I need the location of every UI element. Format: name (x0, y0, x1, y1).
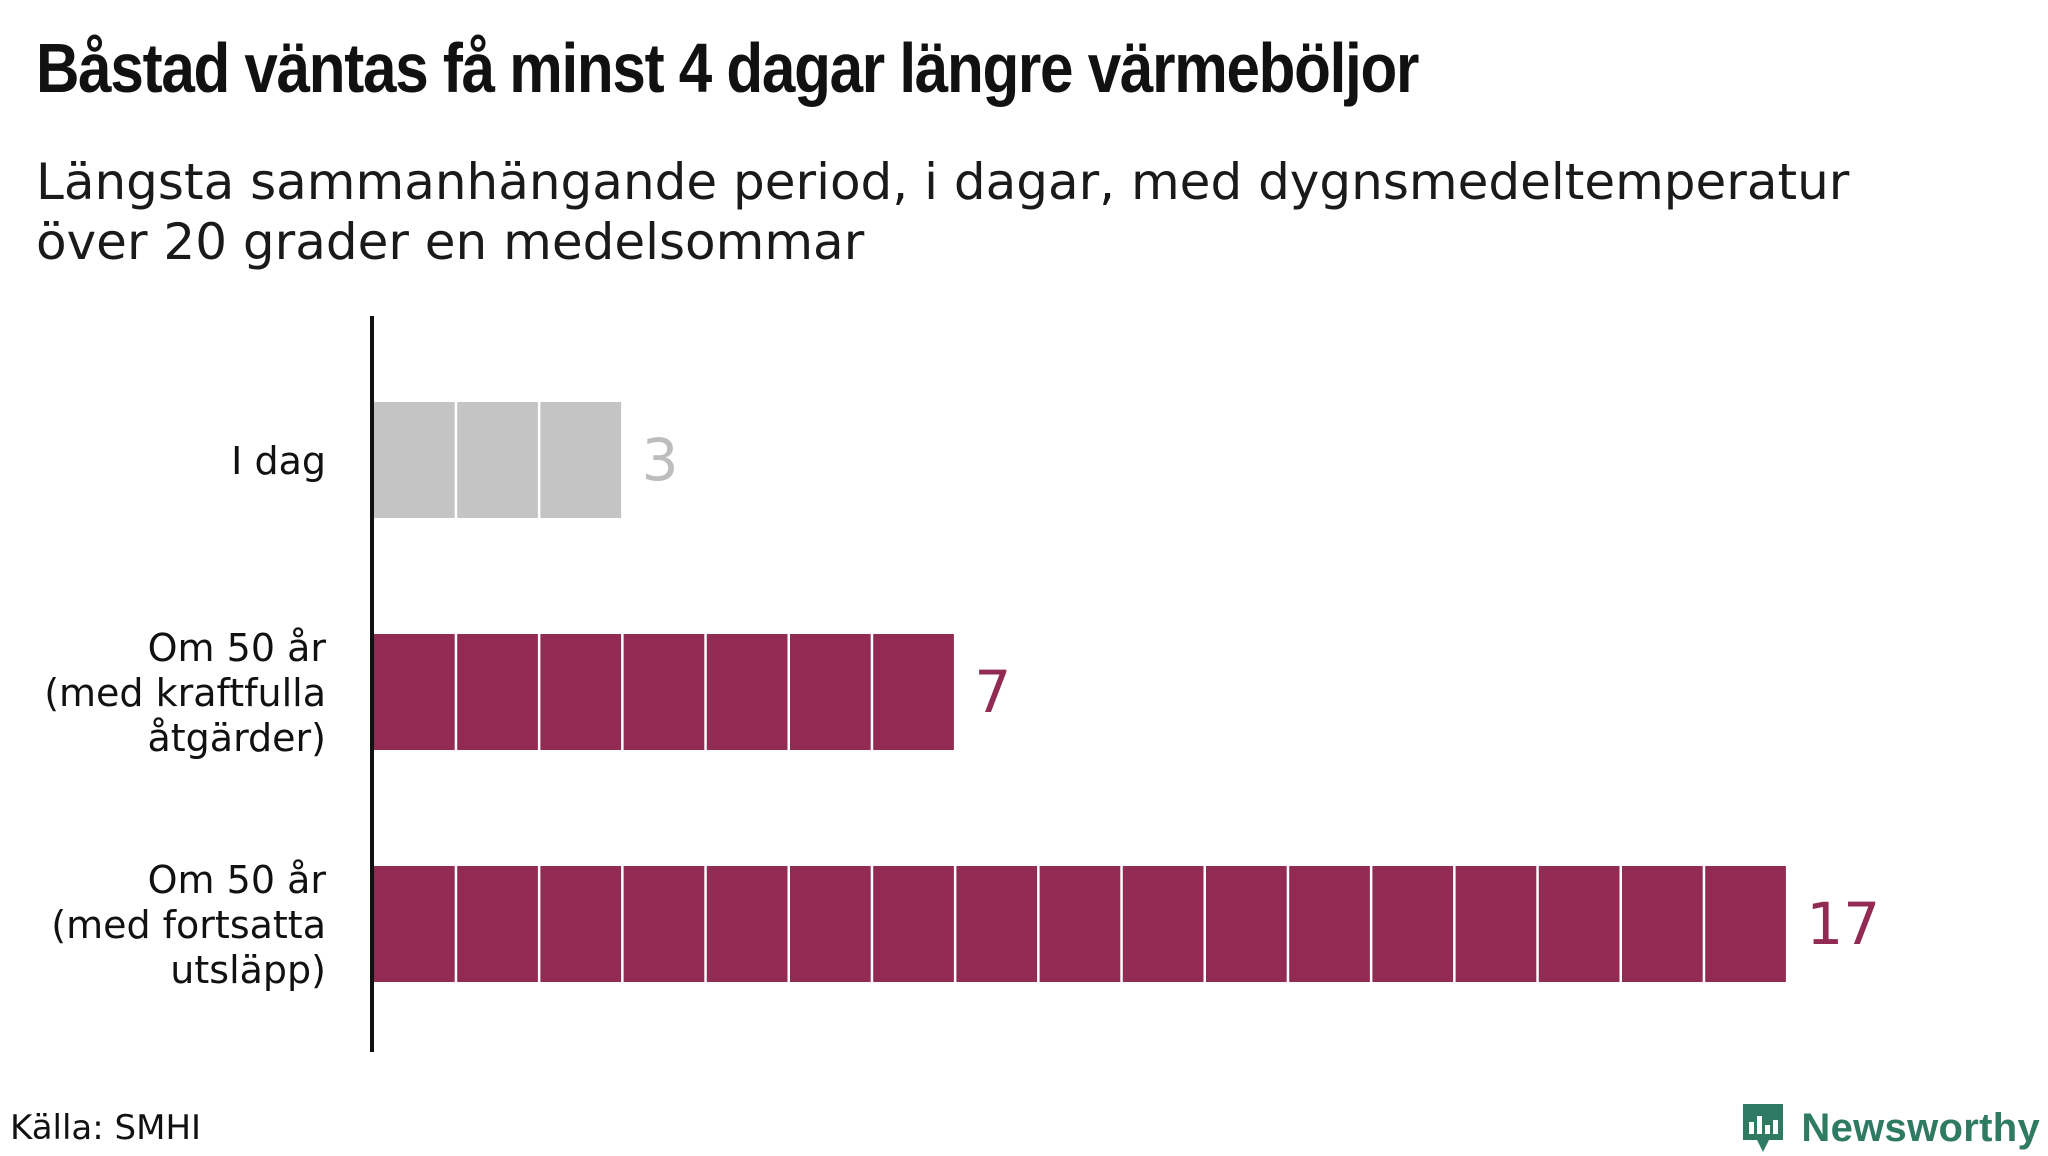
category-label: (med fortsatta (51, 903, 326, 947)
brand-name: Newsworthy (1801, 1105, 2040, 1150)
bar-segment (374, 634, 455, 750)
newsworthy-logo-icon (1743, 1104, 1784, 1152)
bar-segment (1039, 866, 1121, 982)
category-label: (med kraftfulla (44, 671, 326, 715)
chart-title: Båstad väntas få minst 4 dagar längre vä… (36, 29, 1419, 107)
source-note: Källa: SMHI (10, 1108, 202, 1148)
category-label: Om 50 år (148, 858, 327, 902)
category-label: I dag (231, 439, 326, 483)
bar-segment (540, 866, 622, 982)
bar-segment (540, 634, 622, 750)
bar-segment (623, 866, 705, 982)
bar-segment (1455, 866, 1537, 982)
subtitle-line-1: Längsta sammanhängande period, i dagar, … (36, 153, 1850, 211)
bar-segment (457, 866, 538, 982)
value-label: 7 (974, 658, 1011, 726)
bar-segment (1372, 866, 1454, 982)
category-label: Om 50 år (148, 626, 327, 670)
bar-segment (1289, 866, 1370, 982)
bar-segment (374, 866, 455, 982)
chart-subtitle: Längsta sammanhängande period, i dagar, … (36, 152, 1936, 272)
bar-segment (457, 402, 538, 518)
subtitle-line-2: över 20 grader en medelsommar (36, 213, 865, 271)
bar-segment (623, 634, 705, 750)
bar-segment (374, 402, 455, 518)
bar-segment (1538, 866, 1620, 982)
bar-segment (873, 866, 954, 982)
value-label: 17 (1806, 890, 1880, 958)
bar-segment (873, 634, 954, 750)
bar-segment (790, 634, 871, 750)
bar-segment (790, 866, 871, 982)
brand-logo: Newsworthy (1739, 1100, 2040, 1156)
value-label: 3 (642, 426, 679, 494)
bar-segment (457, 634, 538, 750)
bar-segment (956, 866, 1038, 982)
category-label: åtgärder) (148, 716, 327, 760)
bar-segment (540, 402, 622, 518)
bar-segment (1622, 866, 1703, 982)
bar-segment (1206, 866, 1287, 982)
bar-segment (1705, 866, 1786, 982)
bar-segment (1122, 866, 1204, 982)
category-label: utsläpp) (170, 948, 326, 992)
bar-segment (706, 866, 788, 982)
bar-segment (706, 634, 788, 750)
